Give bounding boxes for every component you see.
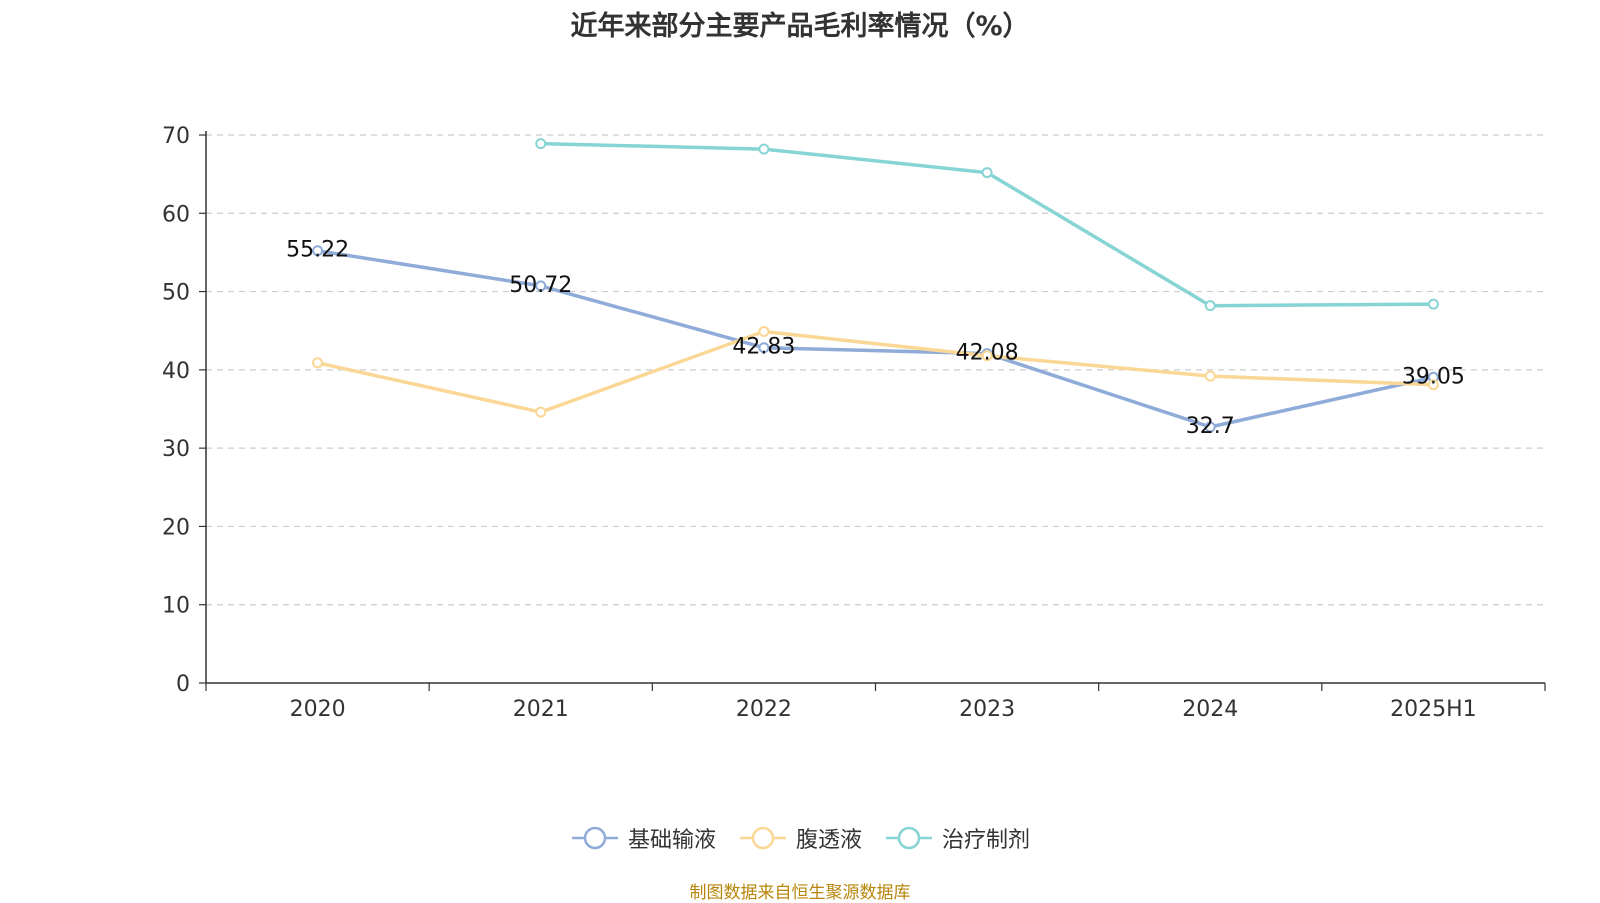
data-point: [758, 342, 770, 354]
data-point: [981, 167, 993, 179]
label-layer: 55.22 50.72 42.83 42.08 32.7 39.05: [286, 238, 1465, 439]
legend-swatch-icon: [886, 826, 932, 850]
y-tick-label: 60: [162, 202, 190, 227]
y-tick-label: 10: [162, 594, 190, 619]
data-point: [758, 143, 770, 155]
legend: 基础输液 腹透液 治疗制剂: [0, 822, 1600, 854]
x-tick-label: 2021: [513, 697, 569, 722]
x-tick-label: 2024: [1182, 697, 1238, 722]
data-point: [312, 357, 324, 369]
legend-item[interactable]: 治疗制剂: [884, 822, 1030, 854]
legend-label: 基础输液: [627, 828, 716, 853]
x-tick-label: 2022: [736, 697, 792, 722]
data-point: [535, 406, 547, 418]
data-point: [1204, 370, 1216, 382]
x-tick-label: 2020: [290, 697, 346, 722]
legend-label: 腹透液: [795, 828, 862, 853]
data-point: [1204, 300, 1216, 312]
y-tick-label: 50: [162, 281, 190, 306]
x-tick-label: 2025H1: [1390, 697, 1477, 722]
axis-layer: 0 10 20 30 40 50 60 70 2020 2021 2022 2023 2024 2025H…: [162, 124, 1546, 722]
data-point: [1427, 298, 1439, 310]
x-tick-label: 2023: [959, 697, 1015, 722]
data-point: [535, 280, 547, 292]
data-point: [1427, 379, 1439, 391]
source-note: 制图数据来自恒生聚源数据库: [689, 883, 911, 903]
grid-layer: [206, 134, 1545, 606]
legend-label: 治疗制剂: [942, 828, 1031, 853]
y-tick-label: 40: [162, 359, 190, 384]
legend-swatch-marker: [897, 826, 921, 850]
data-label: 32.7: [1186, 414, 1235, 439]
series-line-0: [317, 248, 1434, 429]
data-label: 42.83: [732, 335, 795, 360]
y-tick-label: 70: [162, 124, 190, 149]
data-label: 42.08: [956, 341, 1019, 366]
series-layer: [312, 138, 1439, 433]
y-tick-label: 0: [176, 672, 190, 697]
chart-title: 近年来部分主要产品毛利率情况（%）: [570, 11, 1030, 42]
y-tick-label: 30: [162, 437, 190, 462]
data-point: [758, 325, 770, 337]
data-point: [535, 138, 547, 150]
data-point: [1204, 421, 1216, 433]
y-tick-label: 20: [162, 515, 190, 540]
data-point: [981, 350, 993, 362]
legend-swatch-marker: [583, 826, 607, 850]
data-label: 55.22: [286, 238, 349, 263]
data-label: 50.72: [509, 273, 572, 298]
legend-swatch-marker: [751, 826, 775, 850]
legend-swatch-icon: [739, 826, 786, 850]
legend-swatch-icon: [571, 826, 618, 850]
legend-item[interactable]: 基础输液: [570, 822, 716, 854]
data-point: [312, 245, 324, 257]
legend-item[interactable]: 腹透液: [738, 822, 862, 854]
series-line-1: [317, 329, 1434, 414]
data-label: 39.05: [1402, 364, 1465, 389]
